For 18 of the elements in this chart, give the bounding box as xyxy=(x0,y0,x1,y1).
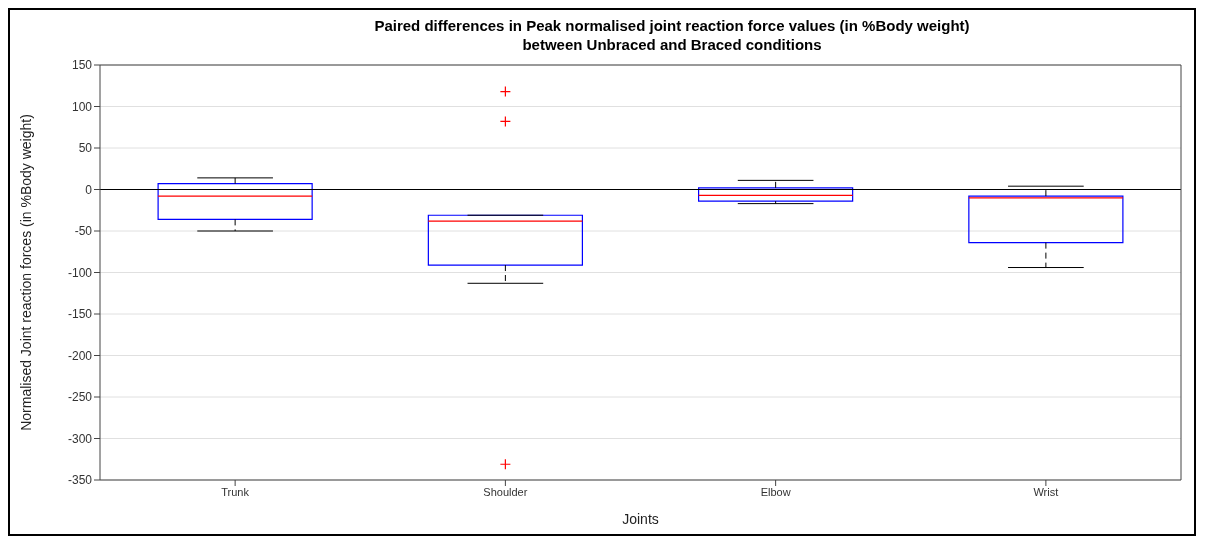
y-tick-label: 50 xyxy=(78,141,93,156)
y-tick-label: 0 xyxy=(85,182,93,197)
chart-title: Paired differences in Peak normalised joint reaction force values (in %Body weight) between Unbraced and Braced conditions xyxy=(373,16,971,54)
x-tick-label: Shoulder xyxy=(483,485,528,498)
y-tick-label: -250 xyxy=(67,390,93,405)
y-tick-label: 100 xyxy=(71,99,93,114)
y-tick-label: -300 xyxy=(67,431,93,446)
y-tick-label: -350 xyxy=(67,473,93,488)
y-tick-label: -100 xyxy=(67,265,93,280)
y-tick-label: -50 xyxy=(74,224,93,239)
x-tick-label: Elbow xyxy=(760,485,791,498)
x-axis-title: Joints xyxy=(622,511,659,527)
x-tick-label: Trunk xyxy=(221,485,250,498)
y-axis-title: Normalised Joint reaction forces (in %Body weight) xyxy=(17,114,34,431)
y-tick-label: -150 xyxy=(67,307,93,322)
y-tick-label: 150 xyxy=(71,58,93,73)
x-tick-label: Wrist xyxy=(1033,485,1059,498)
y-tick-label: -200 xyxy=(67,348,93,363)
